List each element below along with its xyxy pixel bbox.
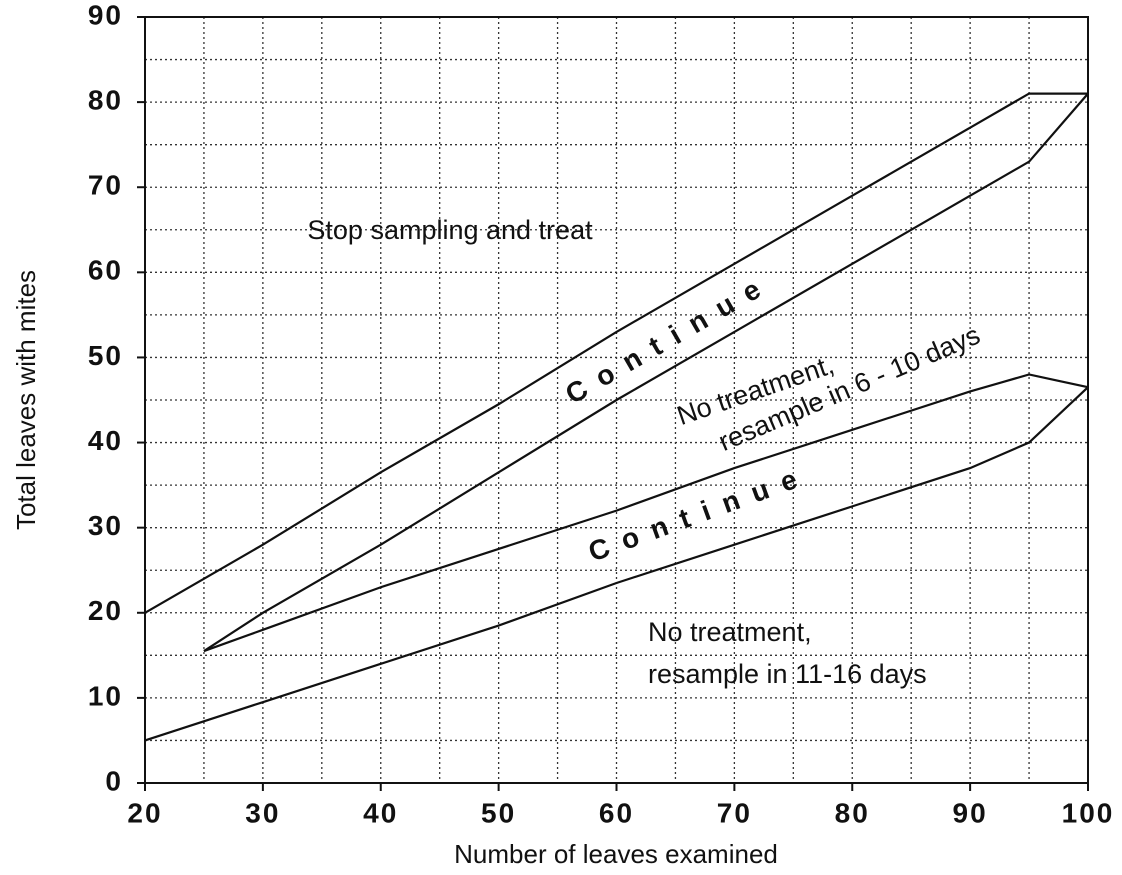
x-tick-label: 70: [717, 797, 752, 828]
annotation: Stop sampling and treat: [307, 215, 593, 245]
x-tick-label: 20: [127, 797, 162, 828]
line: [144, 92, 1088, 614]
line: [203, 373, 1089, 653]
y-tick-label: 30: [88, 510, 123, 541]
y-tick-label: 60: [88, 255, 123, 286]
line: [144, 386, 1089, 742]
y-tick-label: 90: [88, 0, 123, 30]
annotation: resample in 11-16 days: [648, 659, 927, 689]
x-tick-label: 80: [835, 797, 870, 828]
y-tick-label: 40: [88, 425, 123, 456]
y-tick-label: 50: [88, 340, 123, 371]
x-tick-label: 90: [953, 797, 988, 828]
y-tick-label: 20: [88, 595, 123, 626]
x-tick-label: 100: [1062, 797, 1115, 828]
y-tick-label: 0: [105, 765, 123, 796]
x-tick-label: 30: [245, 797, 280, 828]
annotation: Continue: [584, 459, 814, 568]
y-tick-label: 80: [88, 85, 123, 116]
y-tick-label: 10: [88, 680, 123, 711]
x-tick-label: 50: [481, 797, 516, 828]
y-tick-label: 70: [88, 170, 123, 201]
x-axis-label: Number of leaves examined: [454, 839, 778, 869]
annotation: No treatment,: [648, 617, 812, 647]
x-tick-label: 40: [363, 797, 398, 828]
line: [203, 92, 1089, 653]
y-axis-label: Total leaves with mites: [11, 270, 41, 530]
x-tick-label: 60: [599, 797, 634, 828]
